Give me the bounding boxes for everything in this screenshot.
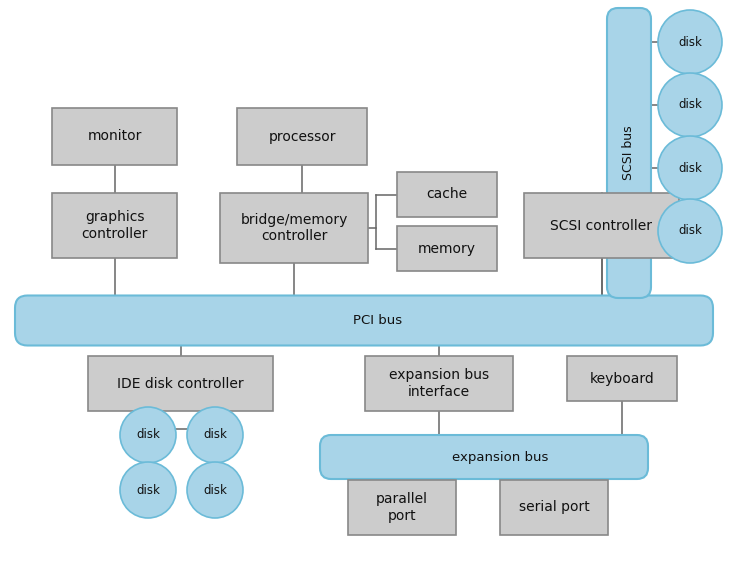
Circle shape [658,10,722,74]
FancyBboxPatch shape [365,356,513,411]
FancyBboxPatch shape [348,480,456,535]
FancyBboxPatch shape [567,356,677,401]
FancyBboxPatch shape [52,193,177,258]
Text: memory: memory [418,241,476,256]
FancyBboxPatch shape [237,108,367,165]
Text: disk: disk [203,483,227,496]
Text: disk: disk [136,428,160,442]
FancyBboxPatch shape [397,226,497,271]
Text: parallel
port: parallel port [376,492,428,523]
Text: disk: disk [203,428,227,442]
Text: disk: disk [136,483,160,496]
Text: SCSI bus: SCSI bus [623,126,635,180]
Circle shape [120,462,176,518]
FancyBboxPatch shape [397,172,497,217]
Text: disk: disk [678,224,702,237]
Circle shape [120,407,176,463]
FancyBboxPatch shape [524,193,679,258]
FancyBboxPatch shape [15,296,713,345]
Text: disk: disk [678,161,702,174]
Circle shape [658,73,722,137]
Circle shape [187,407,243,463]
Text: IDE disk controller: IDE disk controller [117,376,244,391]
Circle shape [658,136,722,200]
Text: processor: processor [269,129,335,144]
Text: PCI bus: PCI bus [353,314,402,327]
Text: keyboard: keyboard [590,371,654,386]
Circle shape [187,462,243,518]
Text: SCSI controller: SCSI controller [551,219,652,232]
Text: expansion bus: expansion bus [452,451,548,463]
Text: disk: disk [678,98,702,112]
FancyBboxPatch shape [88,356,273,411]
Circle shape [658,199,722,263]
Text: graphics
controller: graphics controller [82,210,148,241]
Text: disk: disk [678,35,702,49]
Text: cache: cache [427,188,467,201]
FancyBboxPatch shape [500,480,608,535]
FancyBboxPatch shape [607,8,651,298]
Text: monitor: monitor [88,129,142,144]
FancyBboxPatch shape [320,435,648,479]
Text: serial port: serial port [519,500,589,514]
FancyBboxPatch shape [52,108,177,165]
Text: expansion bus
interface: expansion bus interface [389,368,489,399]
FancyBboxPatch shape [220,193,368,263]
Text: bridge/memory
controller: bridge/memory controller [240,213,348,243]
